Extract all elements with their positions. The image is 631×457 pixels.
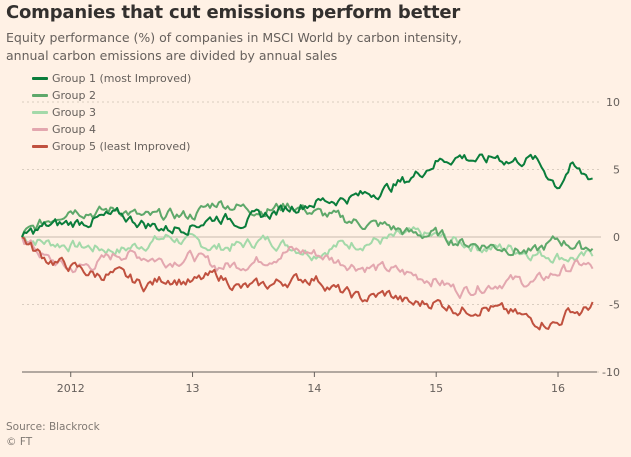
x-tick-label: 14	[307, 382, 321, 395]
source-note: Source: Blackrock	[6, 421, 100, 433]
legend-swatch	[32, 94, 48, 97]
series-line-4	[21, 236, 594, 299]
y-tick-label: 10	[606, 96, 620, 109]
y-tick-label: -10	[602, 366, 620, 379]
subtitle-line-1: Equity performance (%) of companies in M…	[6, 30, 462, 45]
y-tick-label: -5	[609, 299, 620, 312]
legend-item: Group 5 (least Improved)	[32, 138, 191, 155]
legend-swatch	[32, 145, 48, 148]
chart-legend: Group 1 (most Improved) Group 2 Group 3 Gro…	[32, 70, 191, 155]
x-tick-label: 15	[429, 382, 443, 395]
x-tick-label: 16	[551, 382, 565, 395]
y-tick-label: 5	[613, 164, 620, 177]
legend-label: Group 5 (least Improved)	[52, 140, 191, 153]
x-tick-label: 2012	[57, 382, 85, 395]
y-tick-label: 0	[613, 231, 620, 244]
legend-label: Group 2	[52, 89, 96, 102]
legend-swatch	[32, 77, 48, 80]
legend-item: Group 1 (most Improved)	[32, 70, 191, 87]
x-tick-label: 13	[186, 382, 200, 395]
subtitle-line-2: annual carbon emissions are divided by a…	[6, 48, 338, 63]
legend-label: Group 3	[52, 106, 96, 119]
chart-footer: Source: Blackrock © FT	[6, 420, 100, 450]
legend-label: Group 1 (most Improved)	[52, 72, 192, 85]
chart-title: Companies that cut emissions perform bet…	[6, 2, 461, 23]
legend-item: Group 4	[32, 121, 191, 138]
legend-item: Group 2	[32, 87, 191, 104]
series-line-5	[21, 236, 594, 331]
legend-swatch	[32, 128, 48, 131]
legend-swatch	[32, 111, 48, 114]
legend-item: Group 3	[32, 104, 191, 121]
chart-subtitle: Equity performance (%) of companies in M…	[6, 29, 626, 65]
series-line-1	[21, 153, 593, 238]
credit-note: © FT	[6, 436, 33, 448]
series-line-3	[22, 226, 594, 264]
legend-label: Group 4	[52, 123, 96, 136]
